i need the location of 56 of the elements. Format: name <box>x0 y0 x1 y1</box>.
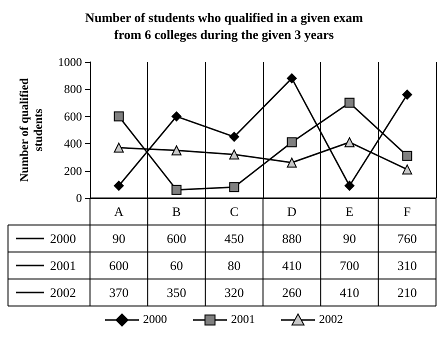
x-tick-label: A <box>114 204 124 219</box>
point <box>344 98 354 108</box>
point <box>172 111 182 122</box>
point <box>344 137 354 148</box>
data-label: 260 <box>282 285 302 300</box>
data-label: 350 <box>166 285 186 300</box>
y-tick-label: 600 <box>64 109 82 124</box>
data-label: 210 <box>397 285 417 300</box>
x-tick-label: D <box>287 204 297 219</box>
data-label: 410 <box>282 258 302 273</box>
data-label: 410 <box>340 285 360 300</box>
legend-label: 2002 <box>50 285 76 300</box>
y-tick-label: 1000 <box>58 55 82 69</box>
data-label: 90 <box>112 231 126 246</box>
data-label: 700 <box>340 258 360 273</box>
point <box>114 142 124 153</box>
point <box>172 184 182 195</box>
data-label: 60 <box>170 258 183 273</box>
text: 2001 <box>231 312 255 326</box>
y-tick-label: 800 <box>64 82 82 96</box>
data-label: 450 <box>224 231 244 246</box>
data-label: 600 <box>109 258 129 273</box>
data-label: 370 <box>109 285 129 300</box>
data-label: 880 <box>282 231 302 246</box>
x-tick-label: B <box>172 204 182 219</box>
data-label: 90 <box>343 231 356 246</box>
data-label: 600 <box>166 231 186 246</box>
point <box>402 150 412 161</box>
point <box>344 180 354 191</box>
point <box>229 132 240 142</box>
point <box>402 164 412 174</box>
y-tick-label: 0 <box>76 191 82 205</box>
text: 2002 <box>319 312 343 326</box>
point <box>172 145 182 156</box>
point <box>229 149 240 160</box>
y-tick-label: 400 <box>64 136 82 151</box>
point <box>286 137 297 148</box>
chart-title: Number of students who qualified in a given exam from 6 colleges during the given 3 years <box>85 10 364 42</box>
point <box>402 90 412 100</box>
y-tick-label: 200 <box>64 164 82 178</box>
data-label: 310 <box>397 258 417 273</box>
data-label: 760 <box>397 231 417 246</box>
text: 2000 <box>143 312 167 326</box>
x-tick-label: E <box>346 204 354 219</box>
point <box>114 111 124 122</box>
x-tick-label: F <box>404 204 411 219</box>
point <box>114 180 124 191</box>
y-axis-title: Number of qualified students <box>17 78 45 182</box>
point <box>286 73 297 84</box>
data-label: 320 <box>224 285 244 300</box>
legend-label: 2000 <box>50 231 76 246</box>
x-tick-label: C <box>230 204 239 219</box>
point <box>286 158 297 168</box>
legend-label: 2001 <box>50 258 76 273</box>
point <box>229 182 240 192</box>
data-label: 80 <box>228 258 241 273</box>
